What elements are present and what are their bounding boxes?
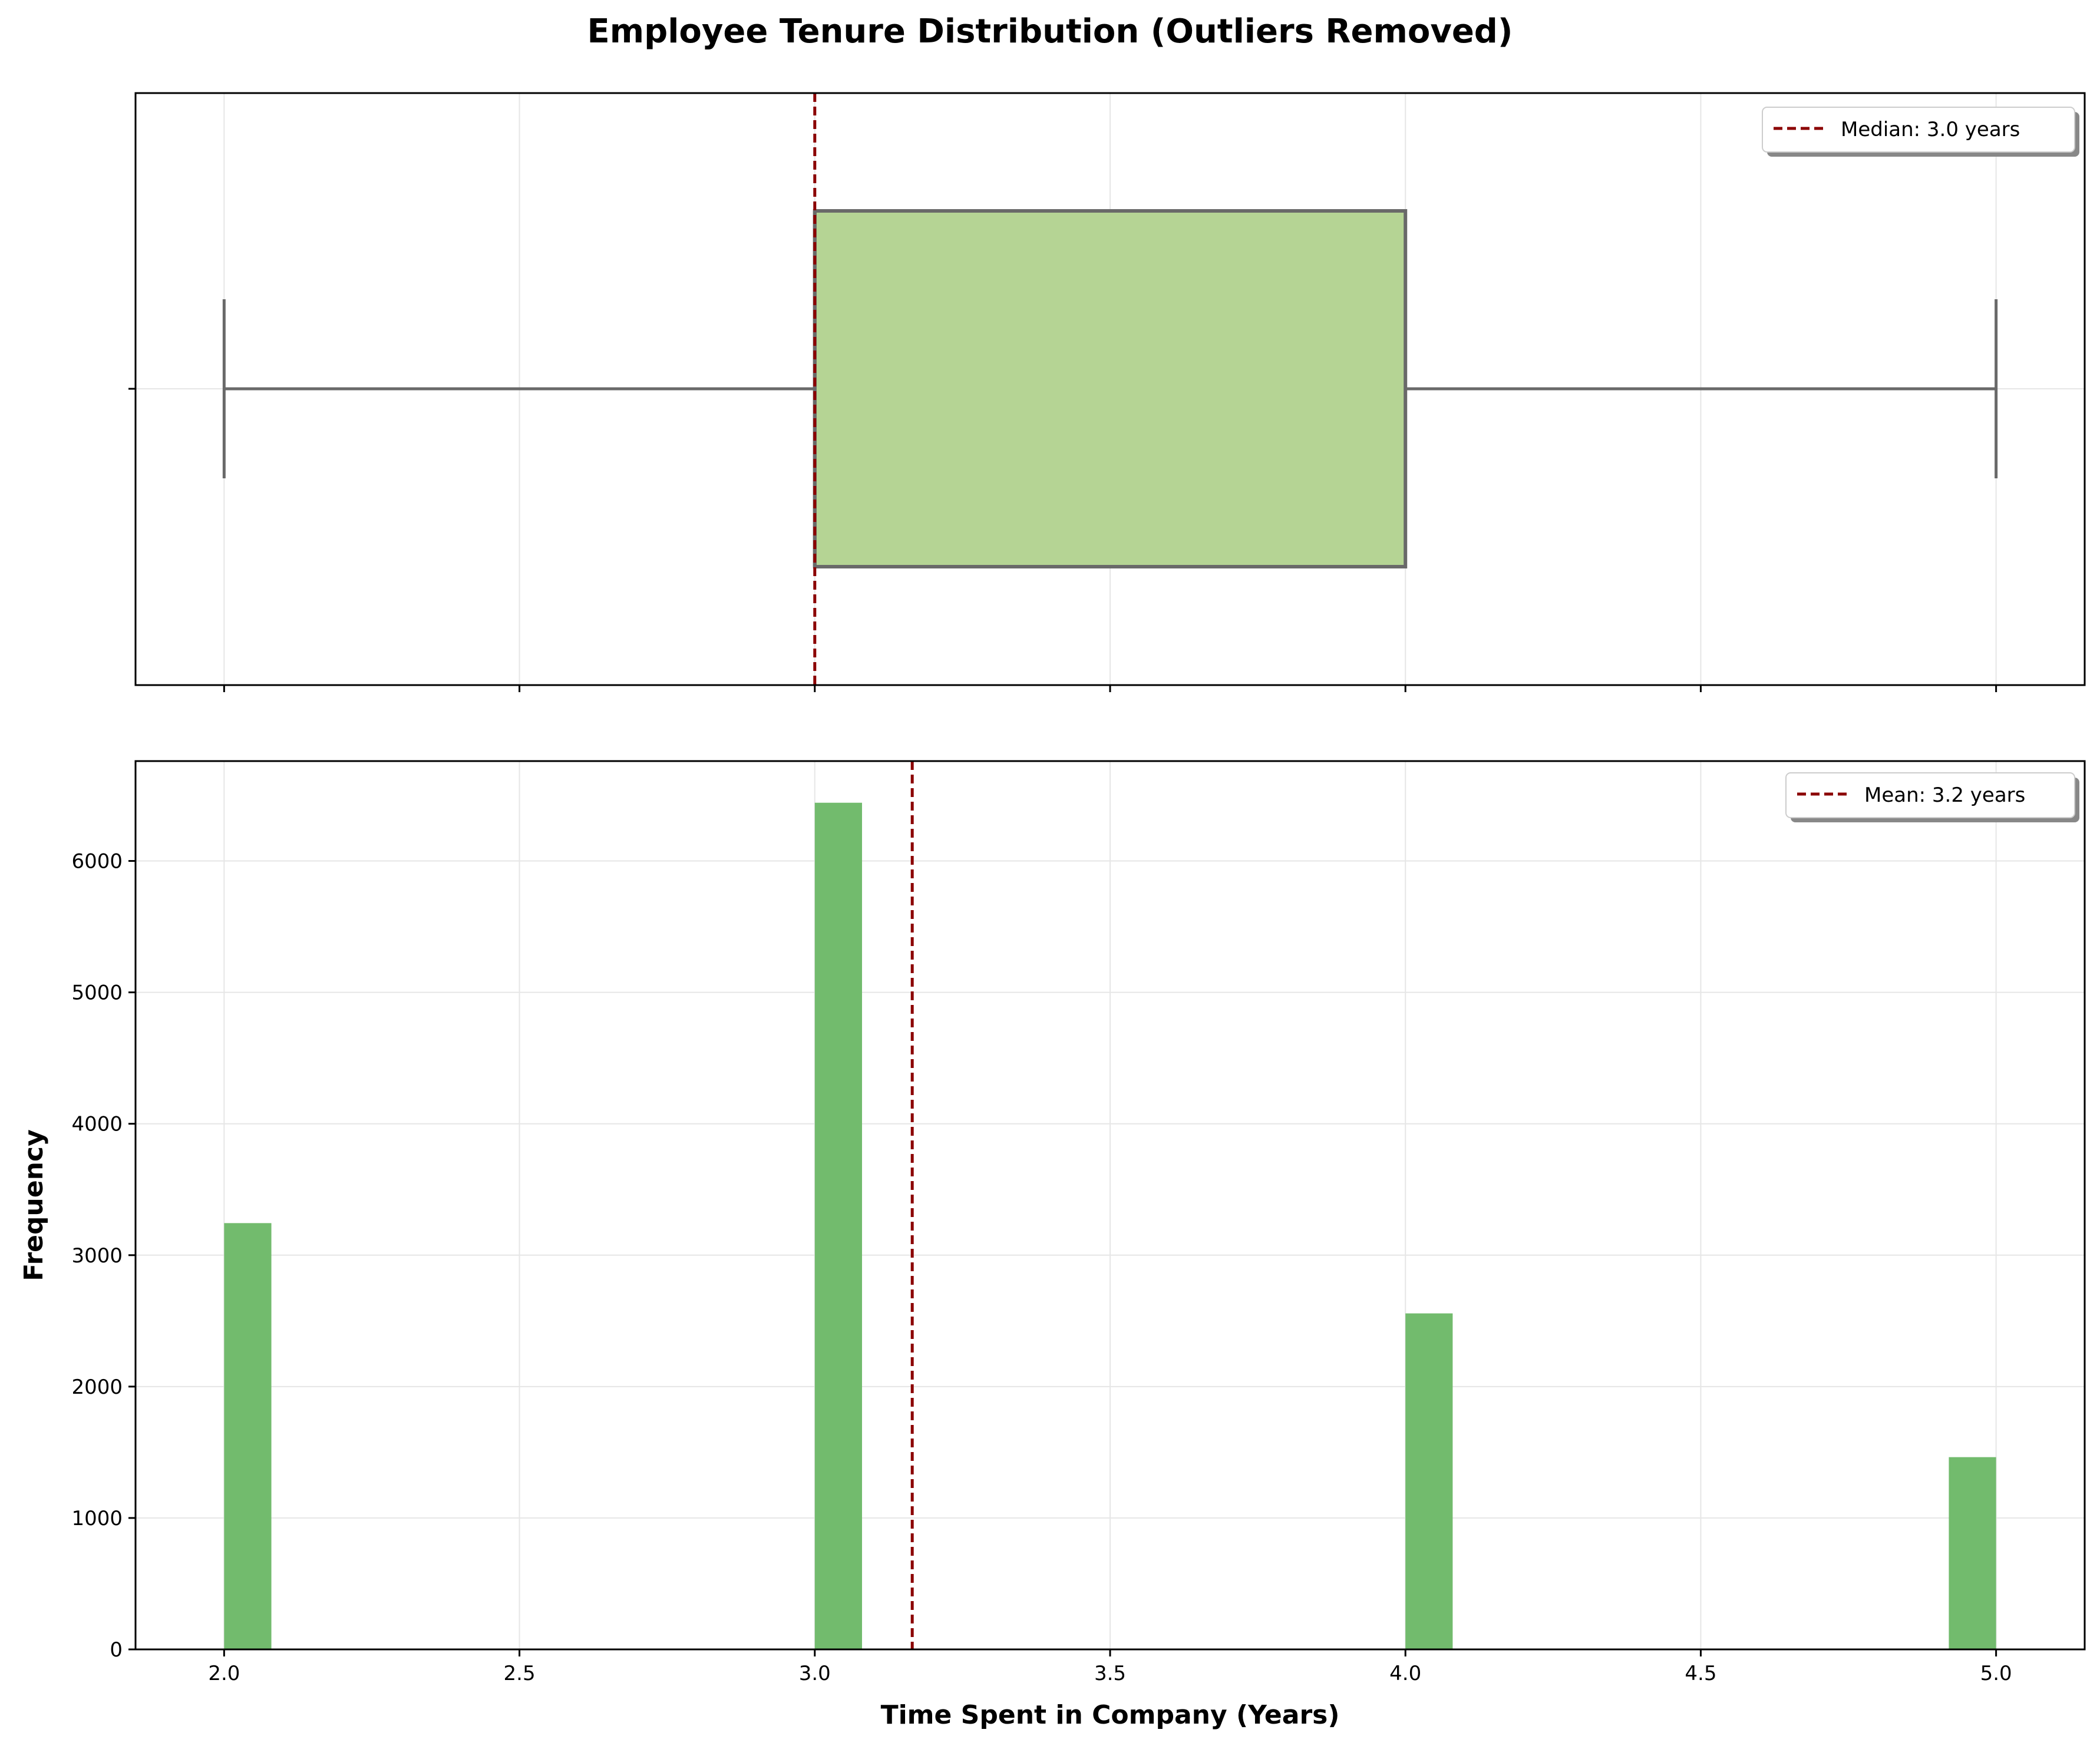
x-tick-label: 2.5 [504, 1662, 536, 1685]
median-legend-label: Median: 3.0 years [1841, 118, 2020, 141]
x-tick-label: 4.0 [1389, 1662, 1421, 1685]
histogram-marks [224, 761, 1996, 1649]
histogram-panel: 2.0 2.5 3.0 3.5 4.0 4.5 5.0 0 1000 2000 3000 4000 50… [19, 760, 2086, 1730]
histogram-bar [224, 1223, 272, 1649]
chart-title: Employee Tenure Distribution (Outliers R… [587, 12, 1513, 51]
boxplot-legend: Median: 3.0 years [1762, 107, 2079, 157]
boxplot-legend-box [1762, 107, 2075, 153]
y-tick-label: 5000 [71, 981, 123, 1005]
histogram-bar [1949, 1457, 1996, 1649]
histogram-bar [814, 802, 862, 1649]
mean-legend-label: Mean: 3.2 years [1864, 783, 2025, 807]
iqr-box [813, 209, 1408, 568]
histogram-ticks: 2.0 2.5 3.0 3.5 4.0 4.5 5.0 0 1000 2000 3000 4000 50… [71, 850, 2012, 1685]
x-tick-label: 4.5 [1685, 1662, 1716, 1685]
x-tick-label: 5.0 [1980, 1662, 2012, 1685]
y-tick-label: 2000 [71, 1375, 123, 1399]
x-tick-label: 3.5 [1094, 1662, 1126, 1685]
boxplot-x-ticks [128, 388, 1997, 692]
y-tick-label: 1000 [71, 1507, 123, 1530]
histogram-legend-box [1785, 772, 2075, 818]
y-axis-label: Frequency [19, 1129, 49, 1281]
x-tick-label: 3.0 [799, 1662, 831, 1685]
histogram-bar [1405, 1313, 1453, 1649]
boxplot-panel: Median: 3.0 years [128, 92, 2086, 692]
boxplot-marks [222, 93, 1998, 685]
y-tick-label: 3000 [71, 1244, 123, 1268]
y-tick-label: 6000 [71, 850, 123, 874]
y-tick-label: 0 [110, 1638, 123, 1662]
y-tick-label: 4000 [71, 1113, 123, 1136]
histogram-legend: Mean: 3.2 years [1785, 772, 2079, 822]
x-axis-label: Time Spent in Company (Years) [881, 1700, 1340, 1730]
x-tick-label: 2.0 [208, 1662, 240, 1685]
